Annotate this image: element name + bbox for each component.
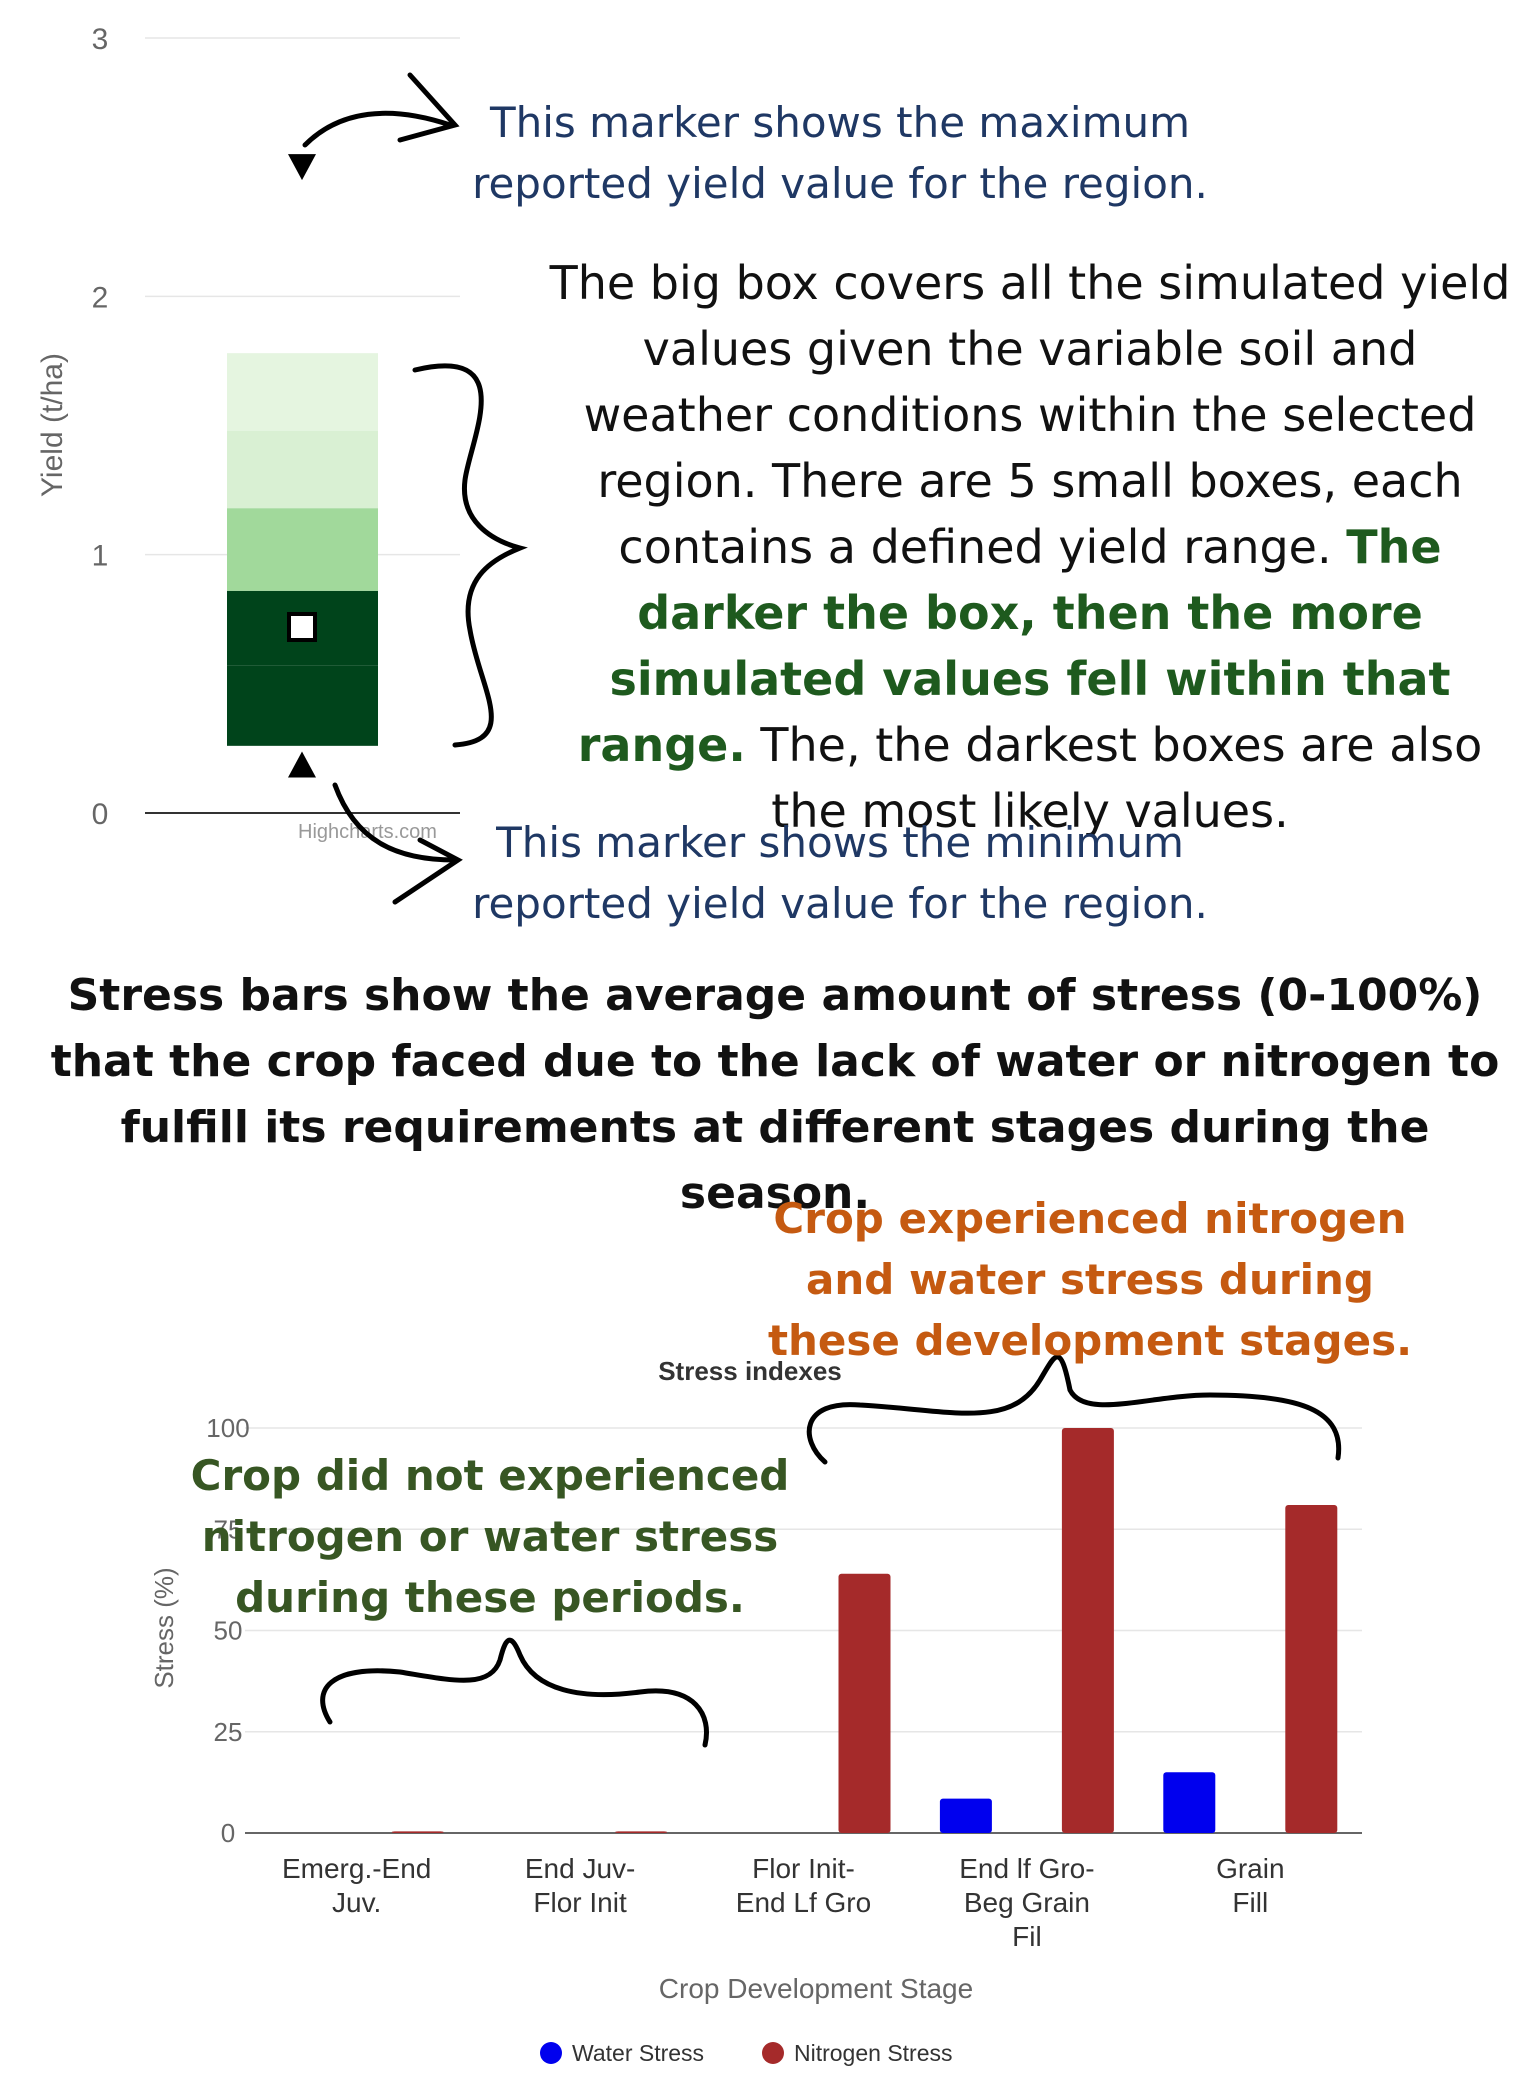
stage-category-line: Fil [1012, 1921, 1042, 1952]
stage-category-label: Grain Fill [1216, 1853, 1284, 1918]
yield-range-box[interactable] [227, 430, 378, 509]
stress-bar-chart: Stress indexes 0 25 50 75 100 Stress (%) Eme… [149, 1356, 1362, 2004]
nitrogen-stress-bar[interactable] [391, 1831, 444, 1833]
green-line2: nitrogen or water stress [201, 1512, 779, 1561]
min-arrow [332, 782, 458, 863]
legend-water-label: Water Stress [572, 2040, 705, 2066]
max-yield-marker-icon[interactable] [288, 154, 316, 181]
stress-brace-left [320, 1637, 709, 1748]
stress-chart-title: Stress indexes [658, 1356, 842, 1386]
hand-drawn-marks [302, 72, 528, 905]
stage-category-label: End Juv-Flor Init [525, 1853, 636, 1918]
stage-category-line: Flor Init- [752, 1853, 855, 1884]
water-stress-dot-icon [540, 2042, 562, 2064]
min-marker-note: This marker shows the minimum reported y… [440, 812, 1240, 934]
stress-tick-label: 100 [206, 1413, 249, 1443]
box-explanation: The big box covers all the simulated yie… [545, 250, 1515, 844]
water-stress-bar[interactable] [939, 1798, 992, 1833]
stage-category-line: End Juv- [525, 1853, 636, 1884]
nitrogen-stress-bar[interactable] [615, 1831, 668, 1833]
nitrogen-stress-bar[interactable] [838, 1573, 891, 1833]
yield-range-box[interactable] [227, 665, 378, 746]
heading-line1: Stress bars show the average amount of s… [67, 970, 1483, 1021]
green-line3: during these periods. [235, 1573, 745, 1622]
orange-line3: these development stages. [767, 1316, 1413, 1365]
max-note-line1: This marker shows the maximum [489, 98, 1191, 147]
water-stress-bar[interactable] [1163, 1772, 1216, 1833]
heading-line3: fulfill its requirements at different st… [120, 1102, 1430, 1219]
green-line1: Crop did not experienced [190, 1451, 790, 1500]
legend-nitrogen-label: Nitrogen Stress [794, 2040, 953, 2066]
yield-brace [412, 363, 528, 748]
legend-water-stress[interactable]: Water Stress [540, 2040, 704, 2067]
stage-category-line: End Lf Gro [736, 1887, 871, 1918]
stage-category-line: Fill [1232, 1887, 1268, 1918]
yield-axis-label: Yield (t/ha) [36, 353, 69, 497]
nitrogen-stress-dot-icon [762, 2042, 784, 2064]
stage-category-label: End lf Gro-Beg Grain Fil [959, 1853, 1094, 1952]
min-note-line1: This marker shows the minimum [496, 818, 1184, 867]
box-explanation-part2: The, the darkest boxes are also the most… [760, 718, 1483, 838]
stress-brace-right [806, 1354, 1342, 1465]
stage-category-label: Emerg.-End Juv. [282, 1853, 431, 1918]
stress-x-axis-label: Crop Development Stage [659, 1973, 973, 2004]
yield-tick-label: 0 [92, 798, 109, 831]
stress-heading: Stress bars show the average amount of s… [50, 963, 1500, 1227]
stage-category-line: Grain [1216, 1853, 1284, 1884]
yield-tick-label: 3 [92, 23, 109, 56]
max-arrow [302, 110, 453, 148]
stress-tick-label: 0 [221, 1818, 235, 1848]
min-yield-marker-icon[interactable] [288, 751, 316, 778]
stage-category-line: Emerg.-End [282, 1853, 431, 1884]
no-stress-callout: Crop did not experienced nitrogen or wat… [190, 1445, 790, 1628]
max-note-line2: reported yield value for the region. [472, 159, 1208, 208]
heading-line2: that the crop faced due to the lack of w… [50, 1036, 1500, 1087]
yield-range-box[interactable] [227, 508, 378, 591]
max-arrow-head [397, 72, 460, 143]
hand-drawn-braces [320, 1354, 1342, 1748]
legend-nitrogen-stress[interactable]: Nitrogen Stress [762, 2040, 953, 2067]
yield-range-box[interactable] [227, 353, 378, 431]
yield-tick-label: 2 [92, 281, 109, 314]
box-explanation-bold: The darker the box, then the more simula… [577, 520, 1451, 772]
orange-line2: and water stress during [806, 1255, 1374, 1304]
box-explanation-part1: The big box covers all the simulated yie… [549, 256, 1511, 574]
median-yield-marker-icon[interactable] [287, 612, 317, 642]
stress-tick-label: 25 [214, 1717, 243, 1747]
min-arrow-head [392, 837, 463, 905]
yield-tick-label: 1 [92, 540, 109, 573]
stress-tick-label: 50 [214, 1616, 243, 1646]
stress-tick-label: 75 [214, 1514, 243, 1544]
orange-line1: Crop experienced nitrogen [773, 1194, 1407, 1243]
stage-category-line: Beg Grain [964, 1887, 1090, 1918]
stage-category-line: Flor Init [533, 1887, 627, 1918]
nitrogen-stress-bar[interactable] [1285, 1504, 1338, 1833]
stage-category-line: End lf Gro- [959, 1853, 1094, 1884]
nitrogen-stress-bar[interactable] [1061, 1428, 1114, 1833]
stage-category-line: Juv. [332, 1887, 381, 1918]
stress-axis-label: Stress (%) [149, 1567, 179, 1688]
max-marker-note: This marker shows the maximum reported y… [440, 92, 1240, 214]
stress-callout: Crop experienced nitrogen and water stre… [760, 1188, 1420, 1371]
min-note-line2: reported yield value for the region. [472, 879, 1208, 928]
stage-category-label: Flor Init-End Lf Gro [736, 1853, 871, 1918]
